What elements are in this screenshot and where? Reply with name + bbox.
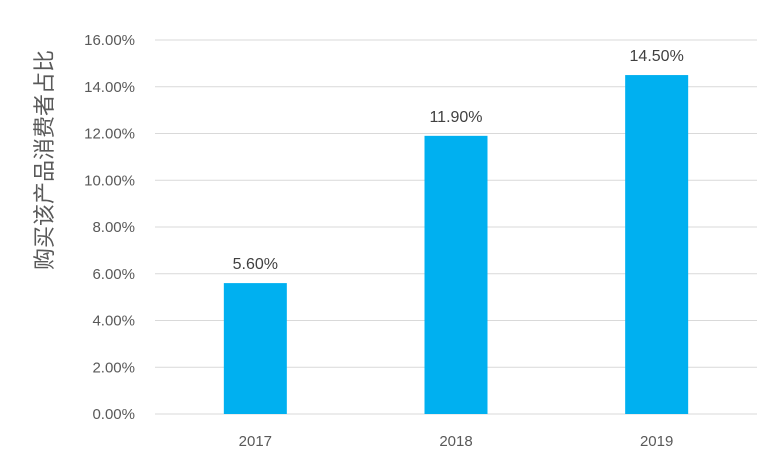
y-tick-label: 10.00% — [84, 172, 135, 189]
bar-2019 — [625, 75, 689, 414]
data-label-2019: 14.50% — [630, 48, 684, 65]
y-tick-label: 16.00% — [84, 32, 135, 49]
y-tick-label: 14.00% — [84, 79, 135, 96]
y-tick-label: 6.00% — [92, 266, 135, 283]
bar-2017 — [223, 283, 287, 414]
x-tick-label-2017: 2017 — [239, 433, 272, 450]
y-tick-label: 2.00% — [92, 359, 135, 376]
y-tick-label: 12.00% — [84, 126, 135, 143]
y-tick-label: 4.00% — [92, 313, 135, 330]
data-labels: 5.60% 11.90% 14.50% — [233, 48, 684, 273]
x-tick-label-2018: 2018 — [439, 433, 472, 450]
bars — [223, 75, 689, 414]
bar-2018 — [424, 135, 488, 414]
data-label-2017: 5.60% — [233, 256, 278, 273]
y-tick-label: 0.00% — [92, 406, 135, 423]
y-tick-label: 8.00% — [92, 219, 135, 236]
y-axis-title: 购买该产品消费者占比 — [33, 50, 58, 270]
y-axis-tick-labels: 0.00% 2.00% 4.00% 6.00% 8.00% 10.00% 12.00% 14.… — [84, 32, 135, 423]
data-label-2018: 11.90% — [429, 109, 482, 126]
x-tick-label-2019: 2019 — [640, 433, 673, 450]
x-axis-tick-labels: 2017 2018 2019 — [239, 433, 674, 450]
